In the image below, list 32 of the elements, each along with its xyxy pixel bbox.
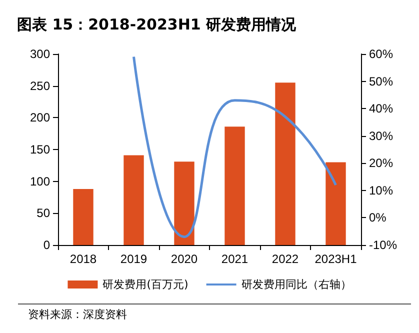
bar [73, 188, 94, 245]
y-tick-label: 0 [43, 238, 50, 252]
x-tick-label: 2019 [120, 252, 148, 266]
x-tick-label: 2021 [221, 252, 248, 266]
x-tick-label: 2020 [170, 252, 198, 266]
bar [174, 162, 194, 245]
bar [124, 155, 144, 245]
y2-tick-label: 30% [369, 128, 394, 143]
legend-label: 研发费用同比（右轴） [241, 278, 352, 291]
text: 资料来源：深度资料 [28, 308, 127, 321]
y-tick-label: 50 [36, 206, 50, 220]
y2-tick-label: 40% [369, 102, 394, 116]
chart-title: 图表 15：2018-2023H1 研发费用情况 [17, 16, 298, 34]
y-tick-label: 100 [30, 174, 50, 188]
y2-tick-label: 0% [369, 210, 387, 225]
legend-label: 研发费用(百万元) [102, 278, 188, 291]
y2-tick-label: 50% [369, 74, 394, 88]
x-tick-label: 2023H1 [314, 252, 358, 266]
line-series [132, 55, 337, 238]
bar [326, 162, 346, 245]
x-tick-label: 2018 [70, 252, 97, 266]
bar [275, 82, 296, 245]
y2-tick-label: 20% [369, 156, 394, 170]
bar [224, 126, 245, 245]
y2-tick-label: 10% [369, 183, 394, 198]
x-tick-label: 2022 [272, 252, 299, 266]
y-tick-label: 150 [30, 142, 50, 156]
y-tick-label: 200 [30, 110, 50, 125]
y-tick-label: 300 [30, 47, 50, 61]
y2-tick-label: -10% [369, 238, 398, 252]
y2-tick-label: 60% [369, 47, 394, 61]
y-tick-label: 250 [30, 78, 50, 93]
